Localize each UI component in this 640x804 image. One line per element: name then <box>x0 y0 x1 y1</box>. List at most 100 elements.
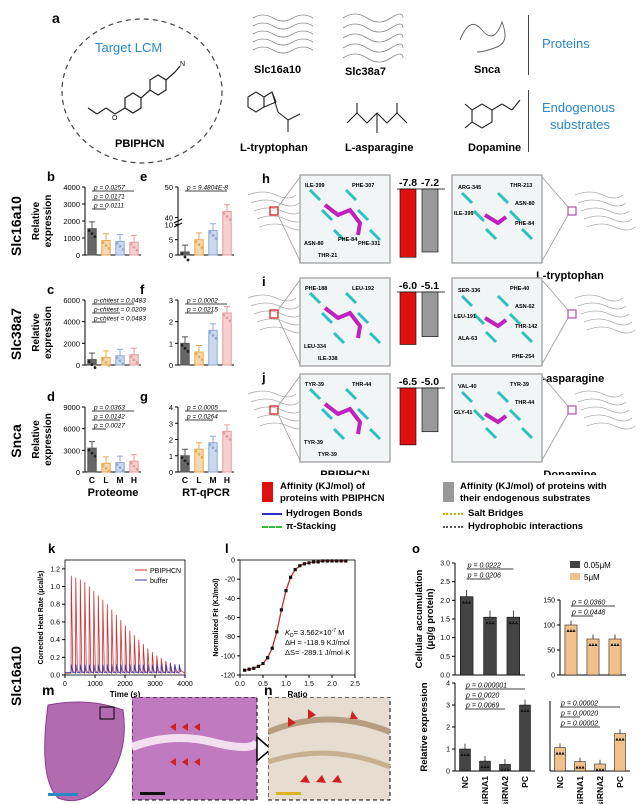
data-point <box>197 243 201 247</box>
helix <box>247 294 297 302</box>
residue-label: LEU-192 <box>352 286 374 292</box>
x-tick-label: siRNA1 <box>480 776 490 804</box>
bar-NC <box>459 748 471 772</box>
residue-stick <box>508 408 522 422</box>
residue-stick <box>344 387 358 401</box>
residue-label: ASN-80 <box>304 241 324 247</box>
residue-label: VAL-40 <box>458 384 477 390</box>
y-axis-label: Corrected Heat Rate (μcal/s) <box>38 571 45 665</box>
residue-stick <box>472 209 486 223</box>
y-tick-label: 1 <box>446 747 450 754</box>
helix <box>583 318 633 326</box>
data-point <box>121 469 125 473</box>
data-point <box>87 229 91 233</box>
kd-unit: M <box>336 628 344 637</box>
data-point <box>566 629 570 632</box>
series-buffer <box>65 664 181 673</box>
data-point <box>460 753 464 756</box>
x-tick-label: C <box>89 475 95 485</box>
y-tick-label: 4 <box>169 403 173 412</box>
data-point <box>132 358 136 362</box>
bracket-substrates <box>528 90 529 152</box>
y-tick-label: 1.2 <box>50 566 60 573</box>
helix <box>583 215 633 223</box>
data-point <box>594 643 598 646</box>
zoom-line <box>277 279 301 311</box>
affinity-label: -7.8 <box>399 177 417 189</box>
data-point <box>616 643 620 646</box>
y-tick-label: 6000 <box>63 296 80 305</box>
data-point <box>87 360 91 363</box>
data-point <box>211 333 215 337</box>
legend-pi-line <box>262 526 282 528</box>
axis-break <box>173 222 183 228</box>
substrate-name-label: L-asparagine <box>536 373 604 385</box>
histology-tissue-overview <box>44 701 125 802</box>
data-point <box>601 768 605 771</box>
chart-o_bottom_right: NC siRNA1 siRNA2 PC p = 0.00002 p = 0.00020 p … <box>549 701 630 804</box>
legend-grey-text-2: their endogenous substrates <box>460 493 591 504</box>
data-point <box>183 459 187 463</box>
residue-stick <box>520 227 534 241</box>
data-point <box>118 245 122 248</box>
pvalue-label: p = 0.0257 <box>93 185 125 192</box>
svg-text:O: O <box>112 115 118 122</box>
data-point <box>194 240 198 244</box>
residue-stick <box>472 408 486 422</box>
y-tick-label: 50 <box>165 183 173 192</box>
data-point <box>270 646 274 650</box>
pvalue-label: p = 0.00020 <box>560 711 598 718</box>
ligand-pbiphcn <box>323 203 363 236</box>
pvalue-label: p = 0.0206 <box>467 573 501 580</box>
panel-letter-i: i <box>262 274 266 289</box>
residue-stick <box>460 191 474 205</box>
helix <box>577 398 627 406</box>
pvalue-label: p = 9.4804E-8 <box>186 185 228 192</box>
data-point <box>222 212 226 215</box>
data-point <box>107 364 111 367</box>
compound-name-label: PBIPHCN <box>320 469 370 475</box>
panel-letter-o: o <box>412 541 420 556</box>
y-tick-label: 0.0 <box>50 673 60 680</box>
residue-stick <box>344 188 358 202</box>
dopamine-structure <box>464 99 521 129</box>
y-tick-label: 4000 <box>63 318 80 327</box>
data-point <box>107 247 111 250</box>
helix <box>247 191 297 199</box>
data-point <box>104 244 108 247</box>
data-point <box>180 456 184 460</box>
legend-hydro-line <box>443 526 463 528</box>
data-point <box>243 668 247 672</box>
zoom-line <box>277 375 301 407</box>
data-point <box>214 237 218 240</box>
pvalue-label: p = 0.0005 <box>186 405 218 412</box>
data-point <box>266 656 270 660</box>
data-point <box>581 765 585 769</box>
pvalue-label: p = 0.0142 <box>93 414 125 421</box>
residue-label: TYR-39 <box>318 452 337 458</box>
affinity-label: -6.0 <box>399 280 417 292</box>
data-point <box>121 248 125 251</box>
y-tick-label: 0 <box>76 251 80 260</box>
data-point <box>511 621 515 625</box>
data-point <box>197 452 201 456</box>
residue-label: THR-44 <box>515 400 535 406</box>
residue-label: ILE-338 <box>318 356 338 362</box>
legend-label-5um: 5μM <box>584 573 600 582</box>
residue-stick <box>472 312 486 326</box>
residue-stick <box>496 191 510 205</box>
y-tick-label: 0 <box>231 558 235 565</box>
chart-o_bottom_left: 0 1 2 3 4 NC siRNA1 siRNA2 PC p = 0.000001 p = 0.0… <box>419 681 535 804</box>
residue-stick <box>332 427 346 441</box>
chart-d: d 0 3000 6000 9000 C L M Hp = 0.0363 p = 0.0142 p … <box>31 389 141 499</box>
chart-k: k 0 1000 2000 3000 4000 0.0 0.2 0.4 0.6 0.8 1.0 1.2 P… <box>38 541 193 699</box>
x-tick-label: PC <box>520 776 530 788</box>
binding-site-box <box>567 309 577 319</box>
data-point <box>302 562 306 566</box>
y-tick-label: 4000 <box>63 183 80 192</box>
data-point <box>208 231 212 234</box>
pvalue-label: p = 0.00002 <box>560 701 598 708</box>
y-axis-label-line1: Cellular accumulation <box>414 569 425 668</box>
x-tick-label: M <box>209 475 216 485</box>
